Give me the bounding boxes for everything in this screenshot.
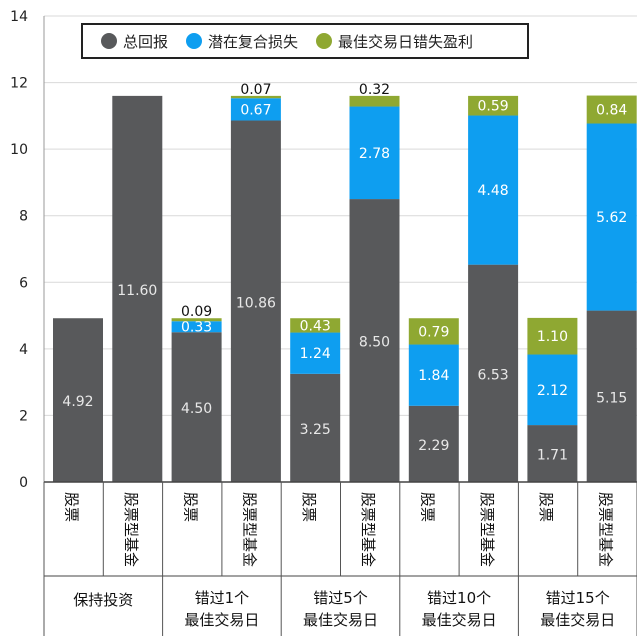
bar-loss	[230, 98, 281, 121]
y-tick-label: 12	[10, 76, 28, 92]
legend-label-missed: 最佳交易日错失盈利	[338, 32, 474, 51]
bar-loss	[408, 344, 459, 406]
bar-total	[468, 264, 519, 482]
x-category-label: 股票	[181, 492, 199, 522]
y-tick-label: 4	[19, 342, 28, 358]
group-label: 保持投资	[73, 591, 133, 609]
data-label: 0.59	[478, 99, 509, 115]
x-category-label: 股票型基金	[478, 492, 496, 567]
data-label: 2.12	[537, 383, 568, 399]
data-label: 4.48	[478, 183, 509, 199]
group-label: 最佳交易日	[540, 611, 615, 629]
legend-item-total: 总回报	[101, 31, 168, 52]
legend-item-missed: 最佳交易日错失盈利	[316, 31, 473, 52]
x-category-label: 股票型基金	[359, 492, 377, 567]
legend-dot-loss	[186, 33, 203, 49]
data-label: 1.24	[300, 346, 331, 362]
legend-dot-total	[101, 33, 117, 49]
bar-total	[53, 318, 103, 482]
bar-missed	[349, 95, 400, 107]
x-category-label: 股票型基金	[122, 492, 140, 567]
data-label: 10.86	[236, 295, 276, 311]
data-label: 0.79	[418, 324, 449, 340]
legend-label-total: 总回报	[123, 32, 169, 51]
data-label: 0.07	[240, 82, 271, 98]
data-label: 8.50	[359, 335, 390, 351]
bar-total	[349, 199, 400, 483]
data-label: 1.71	[537, 448, 568, 464]
bar-missed	[408, 318, 459, 345]
bar-missed	[290, 318, 341, 333]
y-tick-label: 14	[10, 9, 28, 25]
group-label: 错过10个	[427, 589, 491, 607]
data-label: 1.10	[537, 329, 568, 345]
bar-loss	[171, 321, 222, 333]
group-label: 最佳交易日	[422, 611, 497, 629]
group-label: 错过5个	[313, 589, 368, 607]
bar-missed	[586, 95, 637, 124]
data-label: 6.53	[478, 367, 509, 383]
data-label: 4.50	[181, 401, 212, 417]
x-category-label: 股票型基金	[241, 492, 259, 567]
data-label: 2.29	[418, 438, 449, 454]
data-label: 2.78	[359, 146, 390, 162]
bar-loss	[290, 332, 341, 374]
bar-total	[527, 425, 578, 482]
legend-label-loss: 潜在复合损失	[208, 32, 299, 51]
legend: 总回报 潜在复合损失 最佳交易日错失盈利	[81, 23, 529, 59]
y-tick-label: 0	[19, 475, 28, 491]
data-label: 0.84	[596, 103, 627, 119]
bar-total	[290, 373, 341, 482]
x-category-label: 股票	[300, 492, 318, 522]
bar-total	[230, 120, 281, 482]
y-tick-label: 10	[10, 142, 28, 158]
bar-missed	[171, 318, 222, 322]
data-label: 3.25	[300, 422, 331, 438]
data-label: 0.32	[359, 82, 390, 98]
group-label: 错过15个	[546, 589, 610, 607]
data-label: 0.43	[300, 318, 331, 334]
bar-total	[408, 405, 459, 482]
bar-loss	[468, 115, 519, 265]
x-category-label: 股票	[63, 492, 81, 522]
data-label: 0.09	[181, 304, 212, 320]
data-label: 0.33	[181, 320, 212, 336]
x-category-label: 股票	[537, 492, 555, 522]
data-label: 5.15	[596, 390, 627, 406]
legend-item-loss: 潜在复合损失	[186, 31, 298, 52]
group-label: 错过1个	[195, 589, 250, 607]
y-tick-label: 2	[19, 408, 28, 424]
bar-total	[586, 310, 637, 482]
y-tick-label: 8	[19, 209, 28, 225]
group-label: 最佳交易日	[184, 611, 259, 629]
data-label: 0.67	[240, 102, 271, 118]
bar-loss	[586, 123, 637, 311]
bar-missed	[230, 95, 281, 99]
x-category-label: 股票	[418, 492, 436, 522]
group-label: 最佳交易日	[303, 611, 378, 629]
data-label: 1.84	[418, 368, 449, 384]
y-tick-label: 6	[19, 275, 28, 291]
data-label: 11.60	[117, 283, 157, 299]
x-category-label: 股票型基金	[596, 492, 614, 567]
bar-missed	[468, 95, 519, 116]
data-label: 5.62	[596, 210, 627, 226]
bar-loss	[527, 354, 578, 426]
data-label: 4.92	[62, 394, 93, 410]
bar-total	[112, 95, 163, 482]
legend-dot-missed	[316, 33, 333, 49]
bar-loss	[349, 106, 400, 200]
bar-missed	[527, 317, 578, 355]
bar-total	[171, 332, 222, 482]
